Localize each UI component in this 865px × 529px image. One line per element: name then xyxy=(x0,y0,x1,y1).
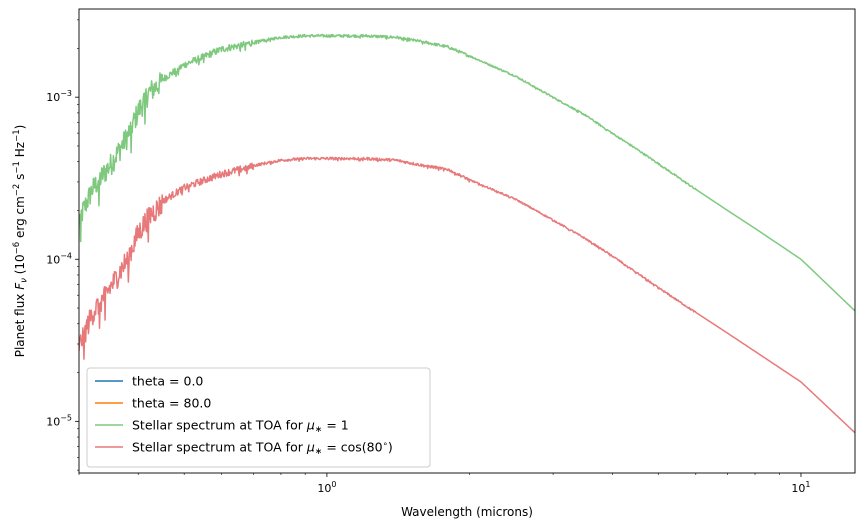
legend-label-theta-80: theta = 80.0 xyxy=(132,396,211,411)
series-line-stellar-mu-1 xyxy=(79,33,855,312)
legend-entry-theta-80: theta = 80.0 xyxy=(95,396,211,411)
y-axis-label: Planet flux Fν (10−6 erg cm−2 s−1 Hz−1) xyxy=(12,125,30,358)
legend-box xyxy=(86,367,431,468)
series-layer xyxy=(79,33,855,434)
legend-entry-stellar-mu-1: Stellar spectrum at TOA for μ∗ = 1 xyxy=(95,418,349,436)
legend: theta = 0.0 theta = 80.0 Stellar spectru… xyxy=(86,367,431,468)
y-tick-label: 10−3 xyxy=(46,89,72,104)
series-line-stellar-mu-cos80 xyxy=(79,156,855,434)
x-tick-label: 101 xyxy=(791,480,810,495)
legend-label-stellar-mu-1: Stellar spectrum at TOA for μ∗ = 1 xyxy=(132,418,349,436)
legend-label-stellar-mu-cos80: Stellar spectrum at TOA for μ∗ = cos(80∘… xyxy=(132,440,393,458)
y-major-ticks: 10−5 10−4 10−3 xyxy=(46,89,79,428)
plot-frame xyxy=(78,8,856,474)
legend-entry-theta-0: theta = 0.0 xyxy=(95,374,203,389)
legend-entry-stellar-mu-cos80: Stellar spectrum at TOA for μ∗ = cos(80∘… xyxy=(95,440,393,458)
x-axis-label: Wavelength (microns) xyxy=(401,505,533,519)
legend-label-theta-0: theta = 0.0 xyxy=(132,374,203,389)
y-tick-label: 10−4 xyxy=(46,251,72,266)
y-tick-label: 10−5 xyxy=(46,413,72,428)
x-major-ticks: 100 101 xyxy=(317,473,811,495)
x-tick-label: 100 xyxy=(317,480,336,495)
